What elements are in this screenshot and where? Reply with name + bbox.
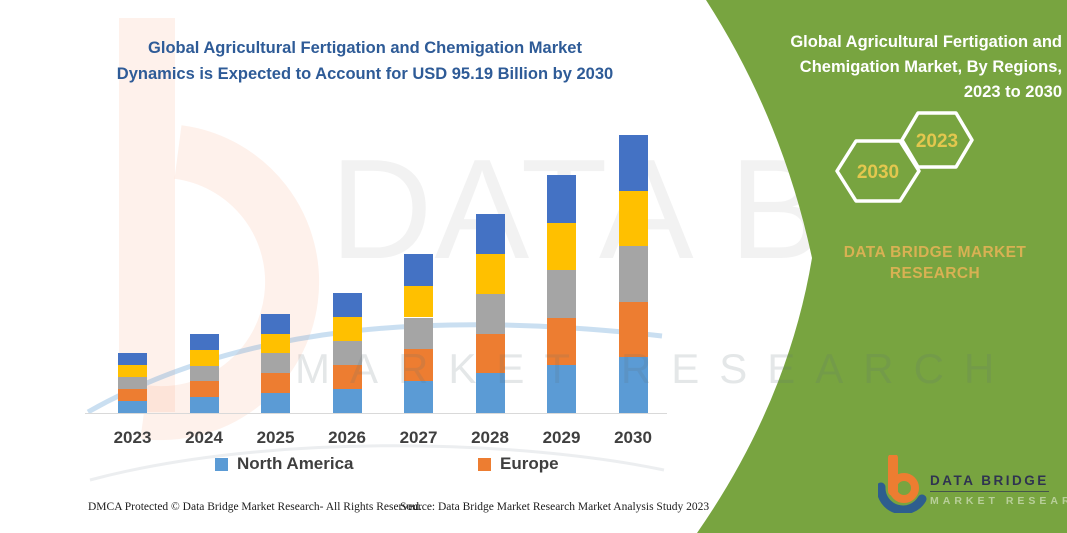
side-panel-title-line1: Global Agricultural Fertigation and — [790, 33, 1062, 51]
bar-segment-2029-unlabeled-gray — [547, 270, 576, 318]
bar-segment-2028-north-america — [475, 373, 505, 413]
bar-segment-2030-europe — [618, 301, 648, 358]
legend-item-north-america: North America — [215, 454, 354, 474]
bar-segment-2023-north-america — [118, 401, 147, 413]
footer-source: Source: Data Bridge Market Research Mark… — [400, 501, 710, 513]
bar-segment-2024-unlabeled-yellow — [189, 349, 219, 366]
bar-segment-2025-unlabeled-yellow — [261, 333, 290, 354]
side-panel-title: Global Agricultural Fertigation and Chem… — [756, 30, 1062, 104]
legend-swatch — [478, 457, 491, 471]
bar-segment-2028-unlabeled-darkblue — [475, 214, 505, 255]
bar-segment-2027-europe — [404, 349, 433, 382]
bar-segment-2023-unlabeled-yellow — [118, 365, 147, 378]
hexagon-2023 — [900, 111, 974, 169]
data-bridge-logo-icon — [878, 455, 927, 513]
bar-segment-2029-europe — [547, 317, 576, 366]
bar-segment-2025-europe — [261, 373, 290, 394]
x-tick-2025: 2025 — [256, 428, 295, 447]
bar-segment-2028-europe — [475, 333, 505, 374]
x-tick-2026: 2026 — [328, 428, 366, 447]
brand-line2: RESEARCH — [889, 264, 981, 282]
x-tick-2029: 2029 — [542, 428, 581, 447]
bar-segment-2029-north-america — [547, 365, 576, 413]
bar-segment-2025-north-america — [261, 393, 290, 413]
legend-label: North America — [237, 454, 354, 473]
legend-swatch — [215, 457, 228, 471]
legend-label: Europe — [500, 454, 559, 473]
bar-segment-2029-unlabeled-yellow — [547, 222, 576, 271]
brand-line1: DATA BRIDGE MARKET — [843, 244, 1027, 261]
x-tick-2030: 2030 — [614, 428, 652, 447]
bar-segment-2024-north-america — [189, 397, 219, 413]
bar-segment-2030-unlabeled-yellow — [618, 190, 648, 247]
bar-segment-2026-unlabeled-yellow — [332, 317, 362, 342]
footer-copyright: DMCA Protected © Data Bridge Market Rese… — [88, 501, 422, 513]
x-tick-2028: 2028 — [471, 428, 509, 447]
bar-segment-2026-north-america — [332, 389, 362, 413]
bar-segment-2024-unlabeled-gray — [189, 365, 219, 382]
bar-segment-2027-north-america — [404, 381, 433, 413]
chart-title: Global Agricultural Fertigation and Chem… — [85, 36, 645, 87]
bar-segment-2027-unlabeled-gray — [404, 317, 433, 350]
bar-segment-2023-europe — [118, 389, 147, 402]
bar-segment-2024-unlabeled-darkblue — [189, 334, 219, 350]
bar-segment-2027-unlabeled-darkblue — [404, 253, 433, 286]
bar-segment-2030-north-america — [618, 357, 648, 413]
hexagon-2030 — [835, 139, 921, 203]
legend-item-europe: Europe — [478, 454, 559, 474]
bar-segment-2023-unlabeled-gray — [118, 377, 147, 390]
bar-segment-2025-unlabeled-darkblue — [261, 313, 290, 334]
year-hexagons: 2030 2023 — [835, 111, 974, 203]
bar-segment-2026-unlabeled-gray — [332, 341, 362, 366]
side-panel-title-line3: 2023 to 2030 — [963, 82, 1062, 101]
x-axis-line — [85, 413, 667, 414]
hexagon-2030-label: 2030 — [857, 162, 899, 183]
side-panel-brand-text: DATA BRIDGE MARKET RESEARCH — [798, 243, 1067, 285]
bar-segment-2027-unlabeled-yellow — [404, 285, 433, 318]
bar-segment-2025-unlabeled-gray — [261, 353, 290, 374]
side-panel-title-line2: Chemigation Market, By Regions, — [799, 57, 1062, 76]
logo-subtitle-text: MARKET RESEARCH — [930, 495, 1067, 507]
bar-segment-2029-unlabeled-darkblue — [547, 174, 576, 223]
hexagon-2023-label: 2023 — [916, 131, 958, 152]
bar-segment-2030-unlabeled-darkblue — [618, 134, 648, 191]
watermark-text-market-research: MARKET RESEARCH — [295, 345, 1015, 392]
x-tick-2027: 2027 — [399, 428, 438, 447]
bar-segment-2030-unlabeled-gray — [618, 246, 648, 302]
bar-segment-2023-unlabeled-darkblue — [118, 353, 147, 366]
bar-segment-2026-unlabeled-darkblue — [332, 293, 362, 318]
bar-segment-2026-europe — [332, 365, 362, 390]
logo-name-text: DATA BRIDGE — [930, 473, 1049, 492]
bar-segment-2028-unlabeled-gray — [475, 293, 505, 334]
chart-title-line2: Dynamics is Expected to Account for USD … — [116, 64, 614, 83]
x-tick-2023: 2023 — [113, 428, 152, 447]
bar-segment-2024-europe — [189, 381, 219, 398]
chart-title-line1: Global Agricultural Fertigation and Chem… — [148, 39, 582, 57]
x-tick-2024: 2024 — [185, 428, 223, 447]
bar-segment-2028-unlabeled-yellow — [475, 254, 505, 294]
